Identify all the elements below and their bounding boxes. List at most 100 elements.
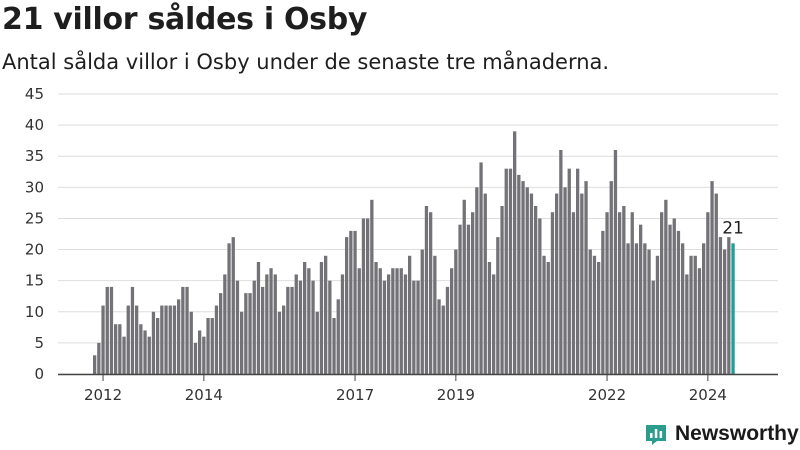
bars — [93, 131, 735, 374]
bar — [319, 262, 324, 374]
bar — [311, 280, 315, 374]
bar — [462, 199, 466, 374]
bar — [597, 262, 601, 374]
value-labels: 21 — [722, 218, 744, 238]
bar — [122, 336, 126, 374]
bar — [664, 199, 668, 374]
bar — [718, 237, 723, 374]
bar — [181, 286, 185, 374]
bar — [336, 299, 340, 374]
x-axis-ticks: 2012 2014 2017 2019 2022 2024 — [84, 374, 727, 404]
bar — [706, 212, 710, 374]
bar — [345, 237, 349, 374]
bar — [93, 355, 97, 374]
x-tick-label: 2022 — [588, 386, 626, 404]
x-tick-label: 2012 — [84, 386, 122, 404]
bar — [252, 280, 256, 374]
bar — [206, 318, 210, 374]
bar — [366, 218, 370, 374]
bar — [156, 318, 160, 374]
bar — [412, 280, 416, 374]
bar — [580, 193, 584, 374]
bar — [479, 162, 483, 374]
y-tick-label: 10 — [25, 303, 44, 321]
y-tick-label: 15 — [25, 272, 44, 290]
bar — [655, 255, 660, 374]
bar — [277, 311, 282, 374]
bar — [483, 193, 487, 374]
bar — [445, 286, 450, 374]
bar — [97, 342, 101, 374]
y-tick-label: 40 — [25, 116, 44, 134]
bar — [723, 249, 727, 374]
bar — [555, 193, 559, 374]
bar — [198, 330, 202, 374]
bar — [517, 174, 521, 374]
y-tick-label: 0 — [34, 365, 44, 383]
bar — [601, 230, 605, 374]
bar — [429, 212, 433, 374]
bar — [202, 336, 206, 374]
bar — [294, 274, 298, 374]
bar — [261, 286, 265, 374]
bar — [324, 255, 328, 374]
bar — [576, 168, 580, 374]
bar — [609, 181, 613, 374]
bar — [475, 187, 479, 374]
bar — [391, 268, 395, 374]
bar — [681, 243, 685, 374]
bar — [689, 255, 693, 374]
bar — [643, 243, 647, 374]
bar — [538, 218, 542, 374]
bar — [269, 268, 273, 374]
bar — [168, 305, 172, 374]
bar — [135, 305, 139, 374]
bar — [542, 255, 546, 374]
x-tick-label: 2024 — [689, 386, 727, 404]
bar — [193, 342, 198, 374]
bar — [160, 305, 164, 374]
bar — [693, 255, 697, 374]
bar — [508, 168, 513, 374]
bar — [231, 237, 235, 374]
bar — [710, 181, 714, 374]
bar — [189, 311, 193, 374]
bar — [605, 212, 609, 374]
bar — [332, 318, 336, 374]
bar — [387, 274, 391, 374]
bar — [256, 262, 261, 374]
bar — [651, 280, 655, 374]
bar — [374, 262, 378, 374]
bar — [588, 249, 592, 374]
bar — [424, 206, 429, 374]
bar — [244, 293, 248, 374]
bar — [114, 324, 118, 374]
bar — [240, 311, 244, 374]
bar — [487, 262, 492, 374]
y-tick-label: 25 — [25, 209, 44, 227]
bar — [185, 286, 189, 374]
bar — [177, 299, 181, 374]
bar — [235, 280, 240, 374]
y-tick-label: 5 — [34, 334, 44, 352]
bar — [403, 274, 408, 374]
bar — [618, 212, 622, 374]
bar — [282, 305, 286, 374]
chart-subtitle: Antal sålda villor i Osby under de senas… — [2, 50, 610, 74]
bar — [563, 187, 567, 374]
bar — [521, 181, 525, 374]
bar — [126, 305, 130, 374]
bar — [378, 268, 382, 374]
bar — [315, 311, 319, 374]
bar — [357, 268, 361, 374]
bar — [101, 305, 105, 374]
bar — [248, 293, 252, 374]
bar — [172, 305, 177, 374]
bar — [626, 243, 630, 374]
bar — [130, 286, 135, 374]
bar — [466, 224, 471, 374]
y-tick-label: 20 — [25, 241, 44, 259]
bar — [437, 299, 441, 374]
bar — [286, 286, 290, 374]
